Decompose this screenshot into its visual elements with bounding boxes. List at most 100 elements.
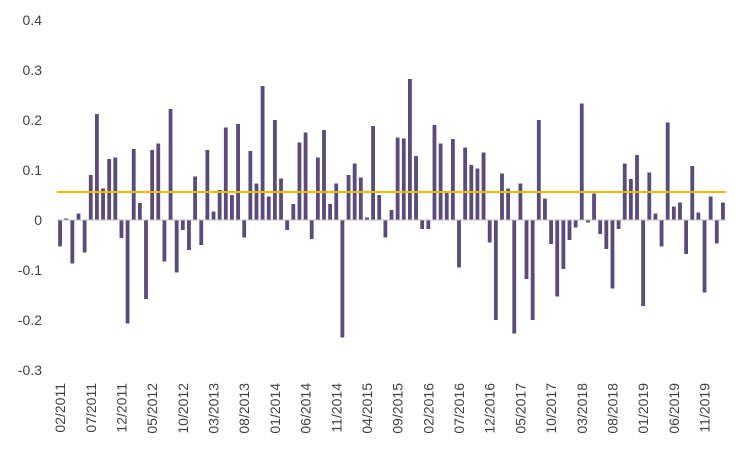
bar (266, 196, 271, 220)
bar (162, 220, 167, 262)
bar (684, 220, 689, 254)
x-tick-label: 03/2018 (574, 383, 590, 434)
bar (641, 220, 646, 306)
x-tick-label: 09/2015 (390, 383, 406, 434)
bar (94, 114, 99, 220)
bar (371, 126, 375, 220)
bar (628, 179, 633, 220)
bar (604, 220, 609, 249)
bar (450, 139, 455, 220)
bar (678, 202, 682, 220)
bar (76, 213, 81, 220)
bar (64, 218, 69, 220)
bar (131, 149, 136, 220)
bar (659, 220, 664, 247)
bar (297, 142, 302, 220)
x-tick-label: 01/2019 (635, 383, 651, 434)
bar (174, 220, 179, 273)
bar (101, 188, 105, 220)
bar (444, 192, 449, 220)
bar (463, 147, 468, 220)
bar (708, 196, 713, 220)
bar (696, 212, 701, 220)
bar (530, 220, 535, 320)
bar (457, 220, 461, 268)
bar (242, 220, 247, 238)
bar (322, 130, 326, 220)
x-tick-label: 11/2014 (328, 383, 344, 433)
x-tick-label: 07/2016 (451, 383, 467, 434)
bar (272, 120, 277, 220)
y-tick-label: -0.1 (18, 262, 42, 278)
bar (254, 183, 259, 220)
bar (340, 220, 345, 338)
bar (567, 220, 572, 240)
bar (328, 204, 333, 220)
bar (408, 79, 412, 220)
bar (702, 220, 707, 293)
x-tick-label: 02/2011 (52, 383, 68, 433)
y-tick-label: 0 (34, 212, 42, 228)
bar (481, 152, 486, 220)
bar (616, 220, 621, 229)
bar (248, 151, 253, 220)
bar (432, 125, 437, 220)
bar (383, 220, 388, 238)
bar (438, 143, 443, 220)
bar (365, 217, 369, 220)
x-tick-label: 12/2011 (113, 383, 129, 433)
bar (475, 168, 480, 220)
bar (260, 86, 265, 220)
bar (721, 202, 725, 220)
bar (518, 183, 523, 220)
y-tick-label: 0.2 (23, 112, 43, 128)
y-tick-label: -0.2 (18, 312, 42, 328)
bar (58, 220, 62, 247)
bar (168, 109, 173, 220)
bar (144, 220, 148, 299)
bar (187, 220, 191, 250)
bar (236, 124, 240, 220)
y-tick-label: 0.3 (23, 62, 43, 78)
bar (536, 120, 541, 220)
x-tick-label: 02/2016 (420, 383, 436, 434)
bars (58, 79, 725, 338)
bar (285, 220, 290, 230)
bar (279, 178, 283, 220)
x-tick-label: 11/2019 (697, 383, 713, 433)
bar (346, 175, 351, 220)
bar (420, 220, 425, 229)
bar (671, 206, 676, 220)
x-tick-label: 08/2013 (236, 383, 252, 434)
bar (579, 103, 584, 220)
bar (180, 220, 185, 230)
bar (635, 155, 639, 220)
bar (598, 220, 603, 234)
bar (150, 150, 155, 220)
bar (665, 122, 670, 220)
bar (217, 190, 222, 220)
bar (137, 203, 142, 220)
bar (119, 220, 124, 238)
bar (309, 220, 314, 239)
bar (334, 183, 339, 220)
x-tick-label: 03/2013 (206, 383, 222, 434)
x-tick-label: 07/2011 (83, 383, 99, 433)
x-axis-labels: 02/2011 07/2011 12/2011 05/2012 10/2012 03/20… (52, 383, 712, 434)
y-tick-label: -0.3 (18, 362, 42, 378)
bar (414, 156, 418, 220)
bar (610, 220, 615, 289)
bar (555, 220, 560, 297)
bar (561, 220, 566, 269)
bar (107, 159, 112, 220)
bar (303, 132, 308, 220)
bar (500, 173, 504, 220)
bar (199, 220, 204, 245)
bar (493, 220, 498, 320)
bar (549, 220, 553, 244)
x-tick-label: 08/2018 (604, 383, 620, 434)
bar (389, 210, 394, 220)
x-tick-label: 05/2017 (512, 383, 528, 434)
bar (193, 176, 197, 220)
